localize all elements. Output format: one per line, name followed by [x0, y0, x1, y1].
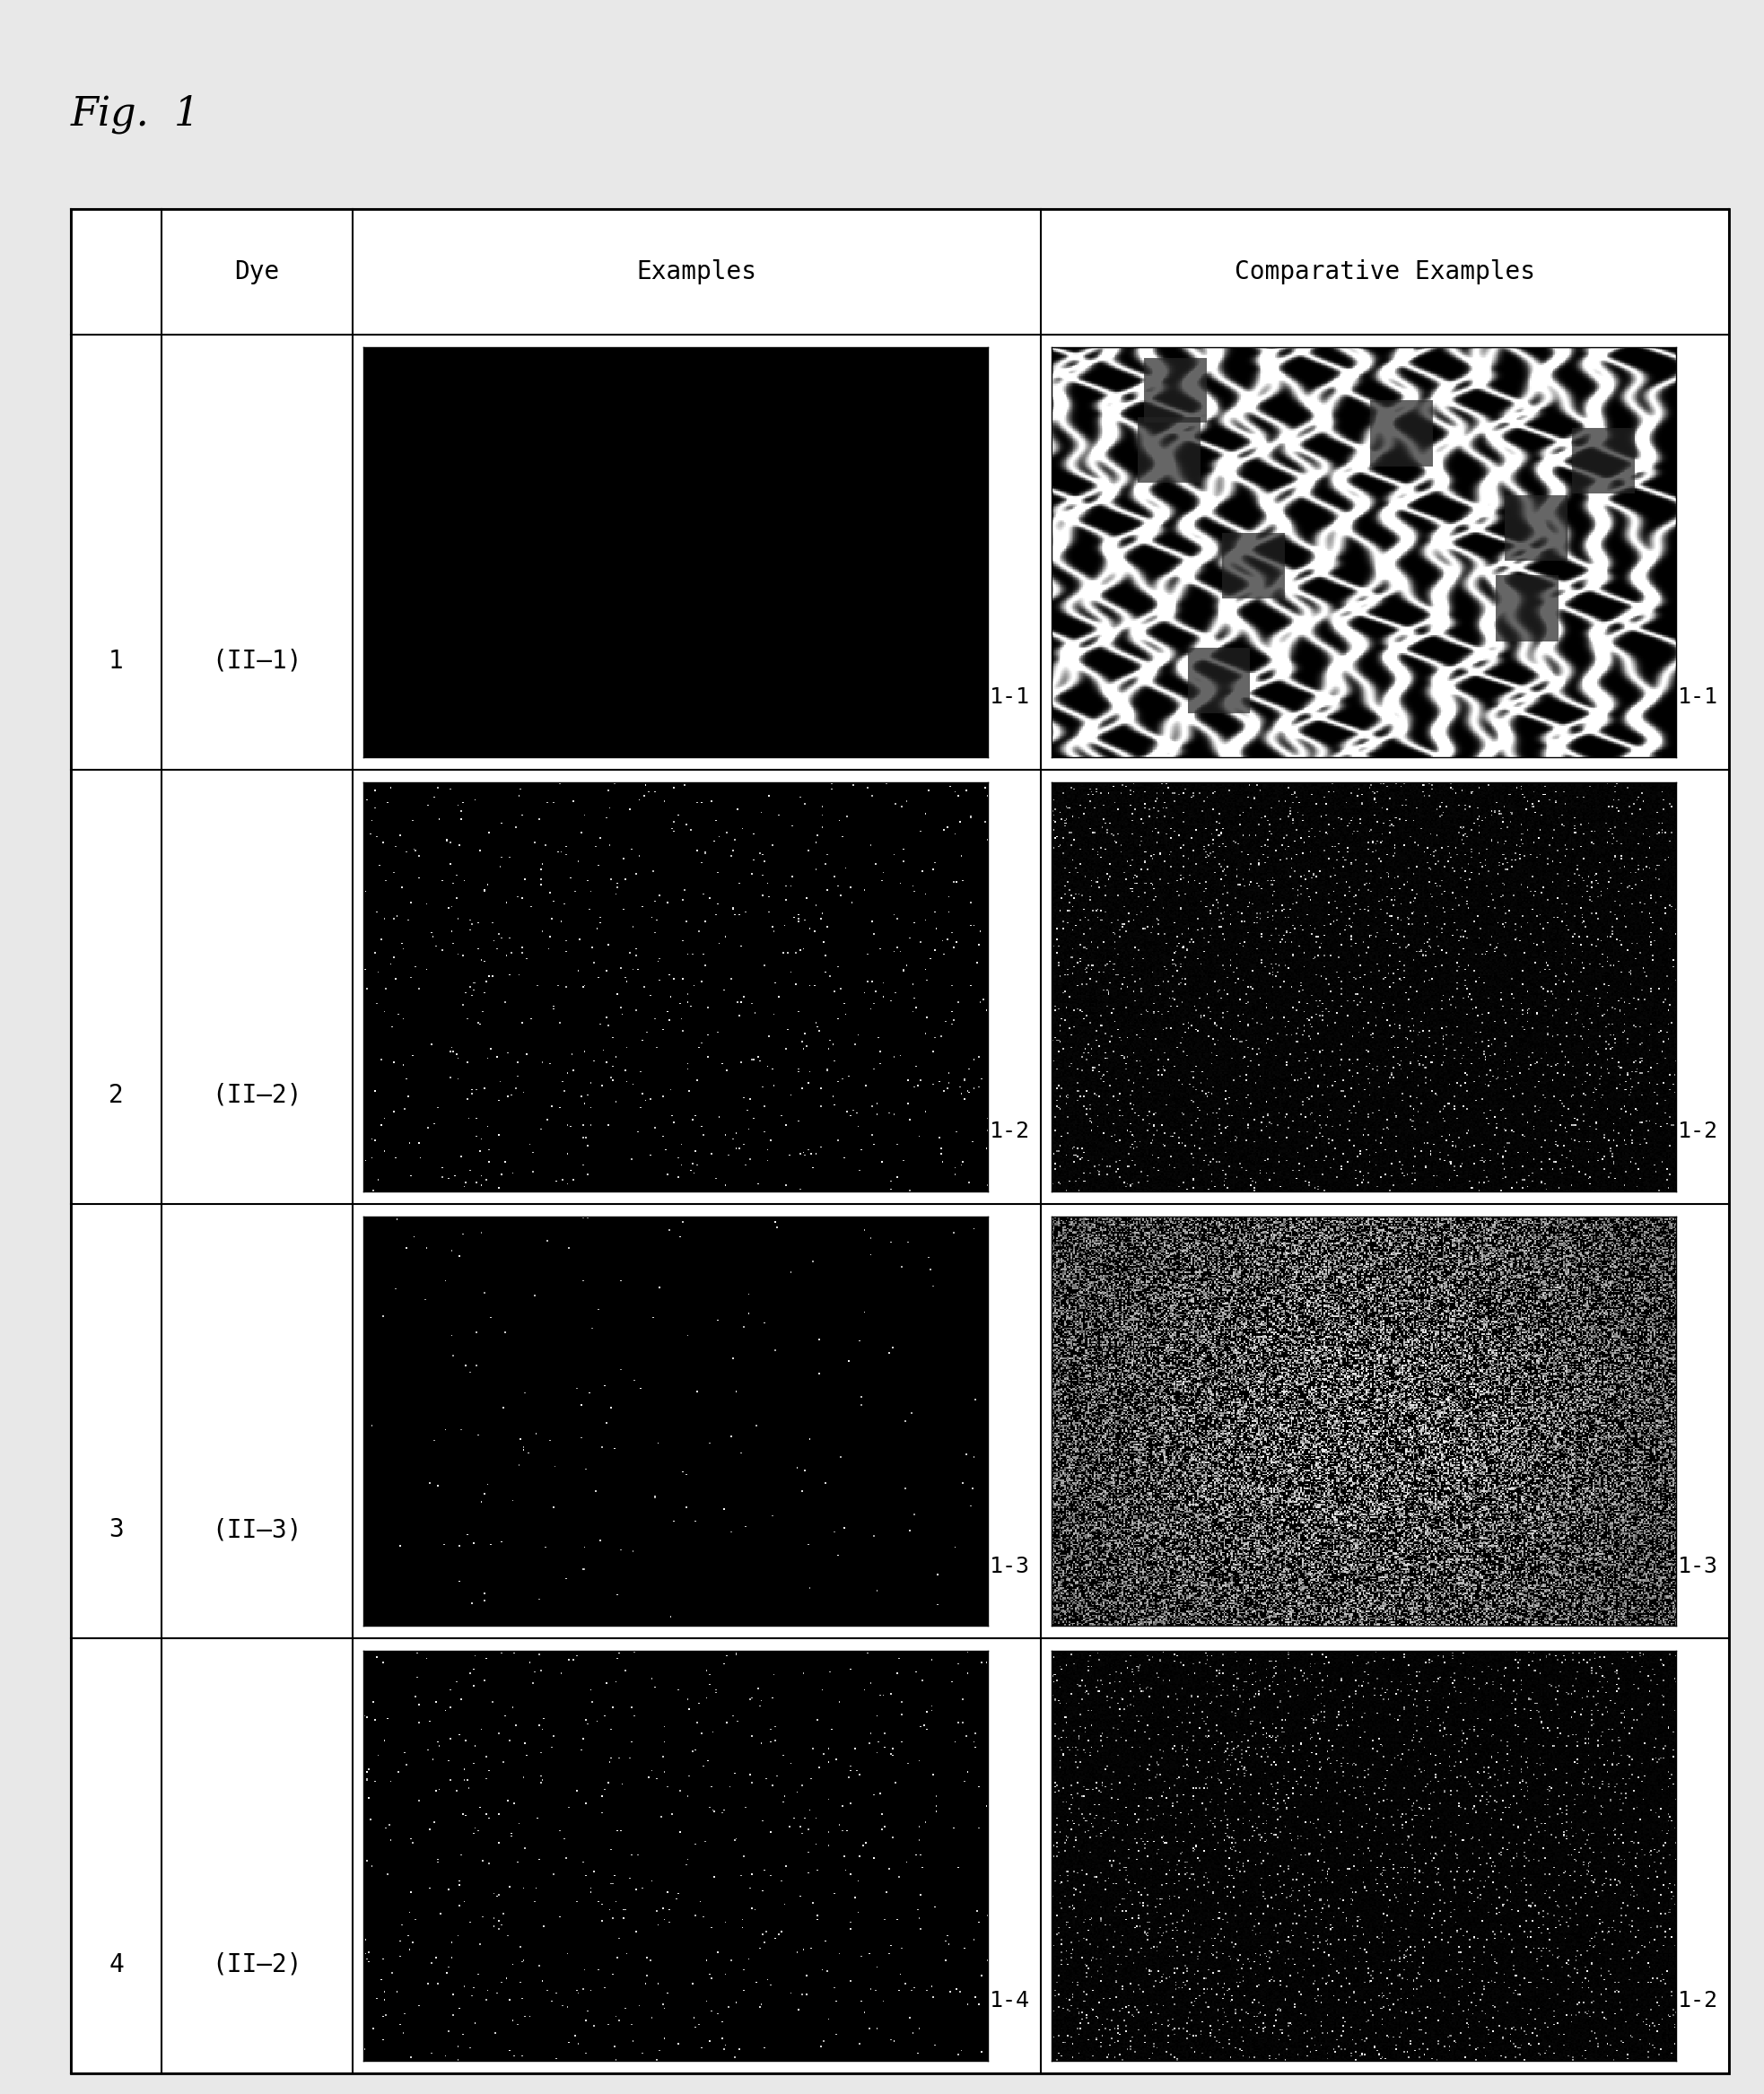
Text: (II–3): (II–3) [212, 1518, 302, 1543]
Text: 1-4: 1-4 [990, 1989, 1030, 2012]
Text: (II–2): (II–2) [212, 1952, 302, 1977]
Text: Fig.  1: Fig. 1 [71, 94, 199, 134]
Text: Examples: Examples [637, 260, 757, 285]
Text: 1-3: 1-3 [990, 1556, 1030, 1577]
Text: 2: 2 [109, 1083, 123, 1108]
Text: Comparative Examples: Comparative Examples [1235, 260, 1535, 285]
Text: 3: 3 [109, 1518, 123, 1543]
Text: (II–2): (II–2) [212, 1083, 302, 1108]
Bar [71, 209, 1729, 2073]
Text: 1-1: 1-1 [990, 687, 1030, 708]
Text: Dye: Dye [235, 260, 280, 285]
Text: 1-1: 1-1 [1678, 687, 1718, 708]
Text: 1: 1 [109, 649, 123, 674]
Text: 1-2: 1-2 [990, 1120, 1030, 1143]
Text: (II–1): (II–1) [212, 649, 302, 674]
Text: 4: 4 [109, 1952, 123, 1977]
Text: 1-3: 1-3 [1678, 1556, 1718, 1577]
Text: 1-2: 1-2 [1678, 1120, 1718, 1143]
Text: 1-2: 1-2 [1678, 1989, 1718, 2012]
